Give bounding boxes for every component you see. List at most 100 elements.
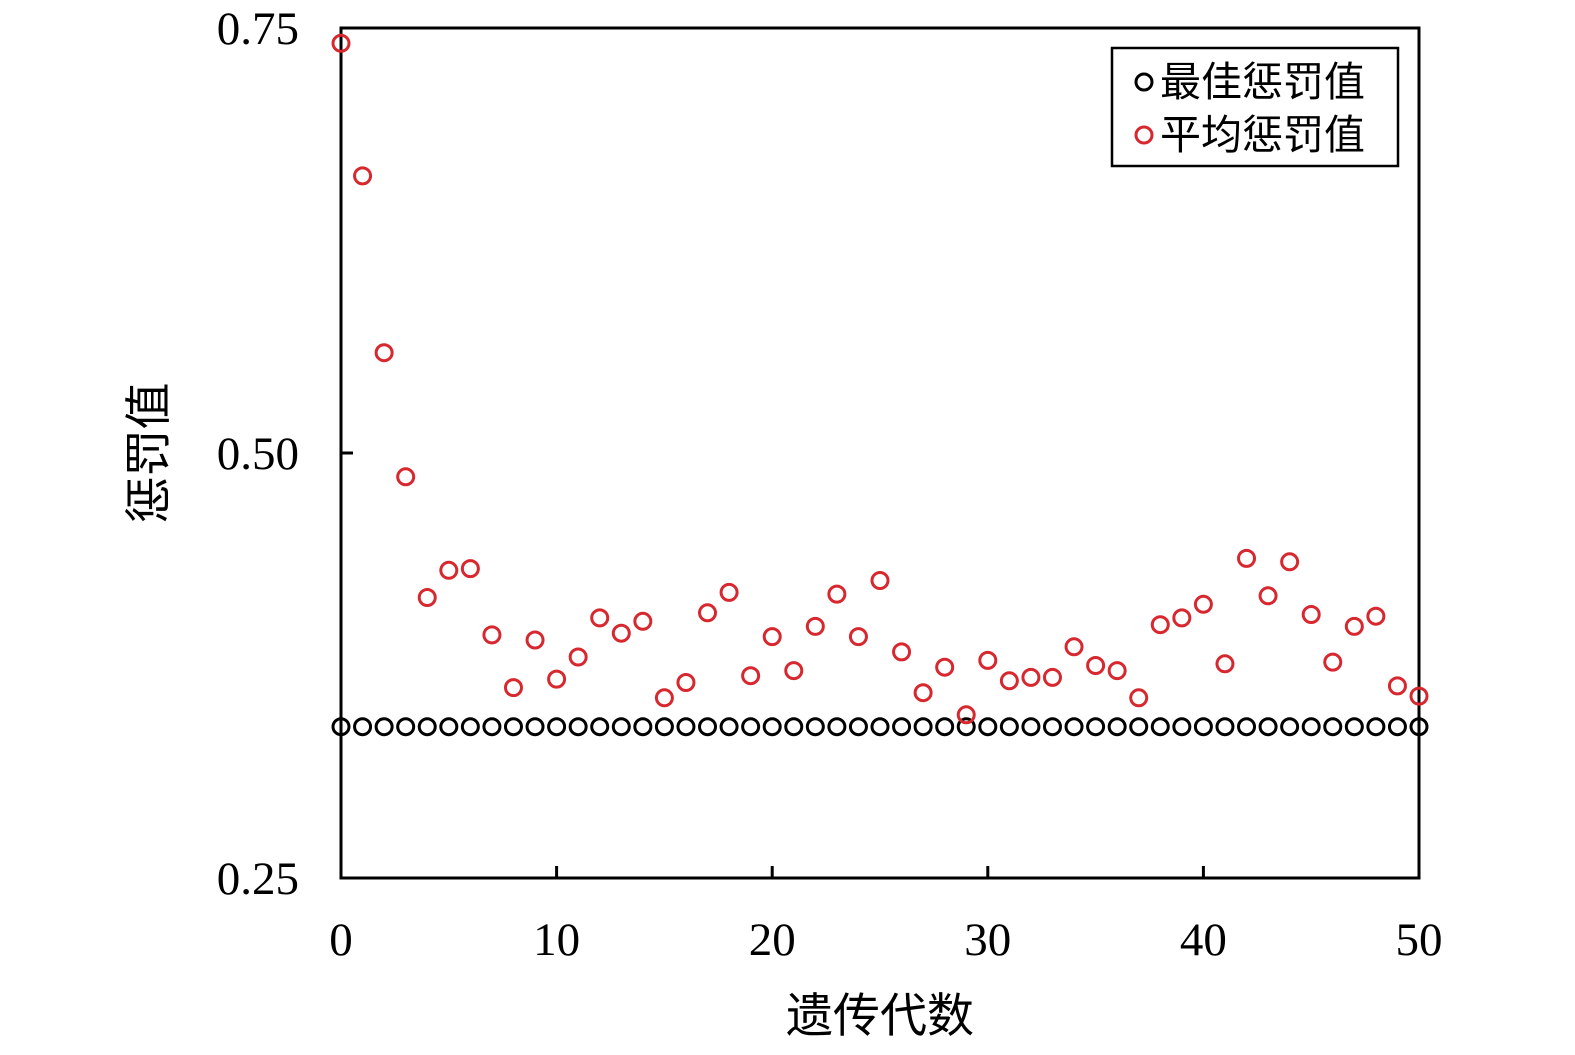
x-tick-label: 0	[329, 914, 353, 966]
average-penalty-point	[396, 467, 416, 487]
average-penalty-point	[1086, 656, 1106, 675]
average-penalty-point	[827, 584, 847, 604]
series-best-penalty	[331, 717, 1429, 737]
best-penalty-point	[978, 717, 998, 737]
average-penalty-point	[719, 582, 739, 602]
legend-box	[1110, 46, 1400, 168]
y-axis-title: 惩罚值	[122, 383, 177, 524]
best-penalty-point	[1409, 717, 1429, 737]
y-tick-label: 0.75	[217, 3, 299, 55]
best-penalty-point	[913, 717, 933, 737]
average-penalty-point	[1387, 676, 1407, 696]
average-penalty-point	[1129, 688, 1149, 708]
best-penalty-point	[590, 717, 610, 737]
legend-marker-best	[1134, 72, 1154, 92]
best-penalty-point	[1258, 717, 1278, 737]
legend-label-best: 最佳惩罚值	[1160, 58, 1365, 106]
average-penalty-point	[374, 343, 394, 363]
best-penalty-point	[1064, 717, 1084, 737]
x-axis-title: 遗传代数	[786, 989, 974, 1044]
y-tick-label: 0.50	[217, 428, 299, 480]
average-penalty-point	[1172, 608, 1192, 628]
best-penalty-point	[331, 717, 351, 737]
x-tick-label: 50	[1396, 914, 1443, 966]
average-penalty-point	[956, 705, 976, 725]
best-penalty-point	[827, 717, 847, 737]
average-penalty-point	[611, 623, 631, 643]
average-penalty-point	[590, 608, 610, 628]
average-penalty-point	[978, 650, 998, 670]
best-penalty-point	[1042, 717, 1062, 737]
average-penalty-point	[870, 571, 890, 590]
average-penalty-point	[913, 683, 933, 703]
average-penalty-point	[1280, 552, 1300, 572]
best-penalty-point	[568, 717, 588, 737]
best-penalty-point	[1387, 717, 1407, 737]
average-penalty-point	[353, 166, 373, 186]
best-penalty-point	[1086, 717, 1106, 737]
average-penalty-point	[331, 33, 351, 53]
best-penalty-point	[698, 717, 718, 737]
average-penalty-point	[1237, 548, 1257, 568]
average-penalty-point	[503, 678, 523, 698]
average-penalty-point	[698, 603, 718, 623]
best-penalty-point	[999, 717, 1019, 737]
legend: 最佳惩罚值 平均惩罚值	[1110, 46, 1400, 168]
best-penalty-point	[1150, 717, 1170, 737]
best-penalty-point	[396, 717, 416, 737]
best-penalty-point	[439, 717, 459, 737]
best-penalty-point	[1344, 717, 1364, 737]
average-penalty-point	[1064, 637, 1084, 657]
best-penalty-point	[1172, 717, 1192, 737]
best-penalty-point	[611, 717, 631, 737]
average-penalty-point	[439, 560, 459, 580]
average-penalty-point	[1258, 586, 1278, 606]
best-penalty-point	[654, 717, 674, 737]
best-penalty-point	[374, 717, 394, 737]
series-layer	[331, 33, 1429, 737]
average-penalty-point	[460, 559, 480, 579]
best-penalty-point	[1280, 717, 1300, 737]
average-penalty-point	[417, 588, 437, 607]
best-penalty-point	[741, 717, 761, 737]
average-penalty-point	[525, 630, 545, 650]
x-tick-label: 30	[964, 914, 1011, 966]
best-penalty-point	[1323, 717, 1343, 737]
best-penalty-point	[848, 717, 868, 737]
average-penalty-point	[1366, 606, 1386, 626]
best-penalty-point	[1129, 717, 1149, 737]
average-penalty-point	[892, 642, 912, 662]
best-penalty-point	[892, 717, 912, 737]
average-penalty-point	[568, 647, 588, 667]
average-penalty-point	[1323, 652, 1343, 672]
average-penalty-point	[784, 661, 804, 681]
average-penalty-point	[1409, 686, 1429, 706]
y-axis-ticks: 0.25 0.50 0.75	[217, 3, 353, 905]
average-penalty-point	[547, 669, 567, 689]
best-penalty-point	[482, 717, 502, 737]
average-penalty-point	[1107, 661, 1127, 681]
best-penalty-point	[417, 717, 437, 737]
best-penalty-point	[503, 717, 523, 737]
x-tick-label: 40	[1180, 914, 1227, 966]
average-penalty-point	[633, 611, 653, 631]
best-penalty-point	[1301, 717, 1321, 737]
average-penalty-point	[482, 625, 502, 645]
best-penalty-point	[547, 717, 567, 737]
best-penalty-point	[805, 717, 825, 737]
average-penalty-point	[999, 671, 1019, 691]
average-penalty-point	[1193, 594, 1213, 614]
average-penalty-point	[1215, 654, 1235, 674]
best-penalty-point	[460, 717, 480, 737]
best-penalty-point	[1237, 717, 1257, 737]
best-penalty-point	[784, 717, 804, 737]
y-tick-label: 0.25	[217, 853, 299, 905]
best-penalty-point	[1021, 717, 1041, 737]
best-penalty-point	[525, 717, 545, 737]
average-penalty-point	[805, 616, 825, 636]
average-penalty-point	[741, 666, 761, 686]
best-penalty-point	[1193, 717, 1213, 737]
best-penalty-point	[633, 717, 653, 737]
x-tick-label: 10	[533, 914, 580, 966]
